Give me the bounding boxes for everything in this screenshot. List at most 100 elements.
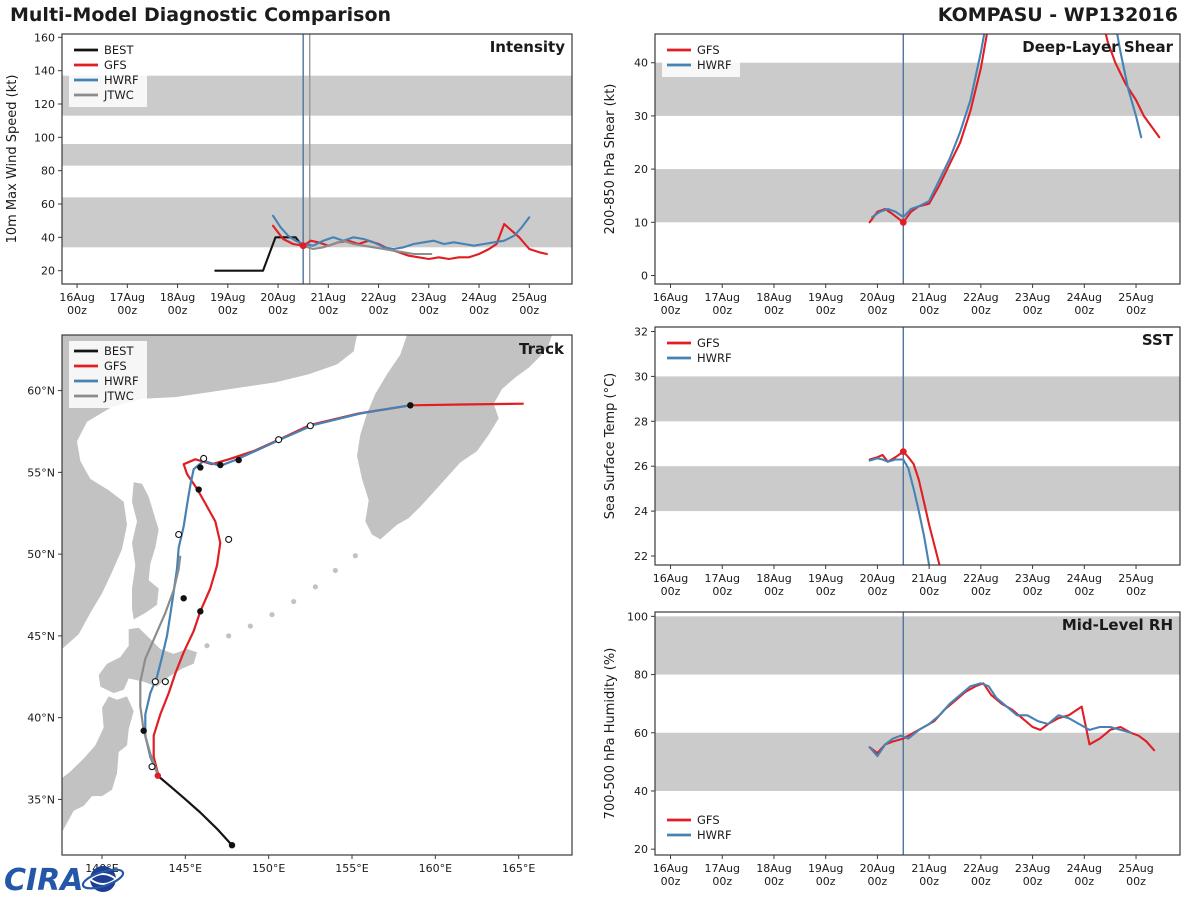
svg-text:0: 0 <box>641 269 648 282</box>
svg-text:00z: 00z <box>868 875 888 888</box>
svg-text:00z: 00z <box>1074 875 1094 888</box>
svg-text:18Aug: 18Aug <box>756 291 791 304</box>
svg-text:00z: 00z <box>661 304 681 317</box>
svg-text:21Aug: 21Aug <box>911 862 946 875</box>
svg-text:21Aug: 21Aug <box>911 572 946 585</box>
svg-text:10: 10 <box>634 216 648 229</box>
svg-text:30: 30 <box>634 370 648 383</box>
svg-text:80: 80 <box>634 669 648 682</box>
svg-text:19Aug: 19Aug <box>808 572 843 585</box>
svg-text:20Aug: 20Aug <box>860 862 895 875</box>
rh-panel: 20 40 60 80 100 16Aug 00z 17Aug 00z 18Aug 00z 19Aug… <box>600 604 1200 900</box>
svg-text:10m Max Wind Speed (kt): 10m Max Wind Speed (kt) <box>5 75 20 244</box>
svg-text:16Aug: 16Aug <box>653 291 688 304</box>
svg-text:200-850 hPa Shear (kt): 200-850 hPa Shear (kt) <box>603 84 618 235</box>
intensity-chart: 2040608010012014016016Aug00z17Aug00z18Au… <box>5 31 573 317</box>
svg-text:18Aug: 18Aug <box>756 572 791 585</box>
svg-text:26: 26 <box>634 460 648 473</box>
svg-text:Deep-Layer Shear: Deep-Layer Shear <box>1022 38 1173 56</box>
svg-text:22Aug: 22Aug <box>963 862 998 875</box>
svg-text:GFS: GFS <box>104 359 127 373</box>
svg-text:00z: 00z <box>764 304 784 317</box>
svg-text:00z: 00z <box>816 304 836 317</box>
svg-text:00z: 00z <box>764 875 784 888</box>
svg-text:00z: 00z <box>168 304 188 317</box>
svg-text:00z: 00z <box>218 304 238 317</box>
svg-text:00z: 00z <box>1023 875 1043 888</box>
svg-text:24: 24 <box>634 505 648 518</box>
svg-text:GFS: GFS <box>697 336 720 350</box>
svg-text:00z: 00z <box>919 875 939 888</box>
svg-text:17Aug: 17Aug <box>704 291 739 304</box>
svg-text:25Aug: 25Aug <box>512 291 547 304</box>
svg-text:00z: 00z <box>1126 304 1146 317</box>
svg-text:35°N: 35°N <box>27 793 55 806</box>
svg-text:00z: 00z <box>712 875 732 888</box>
svg-text:40: 40 <box>634 785 648 798</box>
svg-text:40: 40 <box>41 231 55 244</box>
svg-text:Mid-Level RH: Mid-Level RH <box>1062 616 1173 634</box>
svg-text:GFS: GFS <box>697 43 720 57</box>
svg-text:30: 30 <box>634 110 648 123</box>
svg-text:20Aug: 20Aug <box>860 291 895 304</box>
svg-text:HWRF: HWRF <box>697 58 732 72</box>
svg-text:20: 20 <box>634 843 648 856</box>
svg-text:100: 100 <box>627 610 648 623</box>
svg-text:700-500 hPa Humidity (%): 700-500 hPa Humidity (%) <box>603 648 618 820</box>
svg-text:00z: 00z <box>868 585 888 598</box>
globe-icon <box>81 866 125 892</box>
svg-text:00z: 00z <box>1126 585 1146 598</box>
page-title: Multi-Model Diagnostic Comparison <box>10 4 392 26</box>
svg-text:00z: 00z <box>712 304 732 317</box>
storm-title: KOMPASU - WP132016 <box>937 4 1178 26</box>
svg-text:00z: 00z <box>268 304 288 317</box>
shear-panel: 0 10 20 30 40 16Aug 00z 17Aug 00z 18Aug 00z 19Aug 00… <box>600 26 1200 322</box>
svg-text:19Aug: 19Aug <box>808 291 843 304</box>
svg-text:23Aug: 23Aug <box>411 291 446 304</box>
svg-text:155°E: 155°E <box>335 862 368 875</box>
svg-text:00z: 00z <box>971 585 991 598</box>
svg-text:20Aug: 20Aug <box>860 572 895 585</box>
svg-text:60°N: 60°N <box>27 385 55 398</box>
svg-text:00z: 00z <box>971 875 991 888</box>
shear-chart: 01020304016Aug00z17Aug00z18Aug00z19Aug00… <box>603 33 1181 317</box>
svg-text:40°N: 40°N <box>27 712 55 725</box>
svg-text:23Aug: 23Aug <box>1015 862 1050 875</box>
svg-text:25Aug: 25Aug <box>1118 862 1153 875</box>
svg-text:00z: 00z <box>1074 585 1094 598</box>
svg-text:17Aug: 17Aug <box>704 572 739 585</box>
svg-text:165°E: 165°E <box>502 862 535 875</box>
svg-text:00z: 00z <box>519 304 539 317</box>
svg-text:24Aug: 24Aug <box>1067 862 1102 875</box>
svg-text:GFS: GFS <box>104 58 127 72</box>
svg-text:SST: SST <box>1142 331 1174 349</box>
svg-text:24Aug: 24Aug <box>1067 572 1102 585</box>
svg-text:JTWC: JTWC <box>103 389 134 403</box>
svg-text:16Aug: 16Aug <box>653 862 688 875</box>
svg-text:00z: 00z <box>1023 585 1043 598</box>
svg-text:BEST: BEST <box>104 43 134 57</box>
svg-text:HWRF: HWRF <box>104 73 139 87</box>
svg-text:00z: 00z <box>117 304 137 317</box>
svg-text:00z: 00z <box>318 304 338 317</box>
svg-text:17Aug: 17Aug <box>110 291 145 304</box>
svg-text:140: 140 <box>34 65 55 78</box>
svg-text:20: 20 <box>41 265 55 278</box>
cira-logo: CIRA <box>2 858 137 900</box>
svg-text:24Aug: 24Aug <box>1067 291 1102 304</box>
svg-text:120: 120 <box>34 98 55 111</box>
svg-text:00z: 00z <box>764 585 784 598</box>
svg-text:23Aug: 23Aug <box>1015 572 1050 585</box>
svg-text:00z: 00z <box>661 875 681 888</box>
svg-text:00z: 00z <box>1023 304 1043 317</box>
svg-text:00z: 00z <box>1074 304 1094 317</box>
svg-text:GFS: GFS <box>697 813 720 827</box>
svg-text:28: 28 <box>634 415 648 428</box>
svg-text:20: 20 <box>634 163 648 176</box>
svg-text:HWRF: HWRF <box>104 374 139 388</box>
svg-text:00z: 00z <box>919 304 939 317</box>
track-map: 35°N40°N45°N50°N55°N60°N140°E145°E150°E1… <box>27 334 573 875</box>
svg-text:00z: 00z <box>816 585 836 598</box>
svg-text:18Aug: 18Aug <box>756 862 791 875</box>
